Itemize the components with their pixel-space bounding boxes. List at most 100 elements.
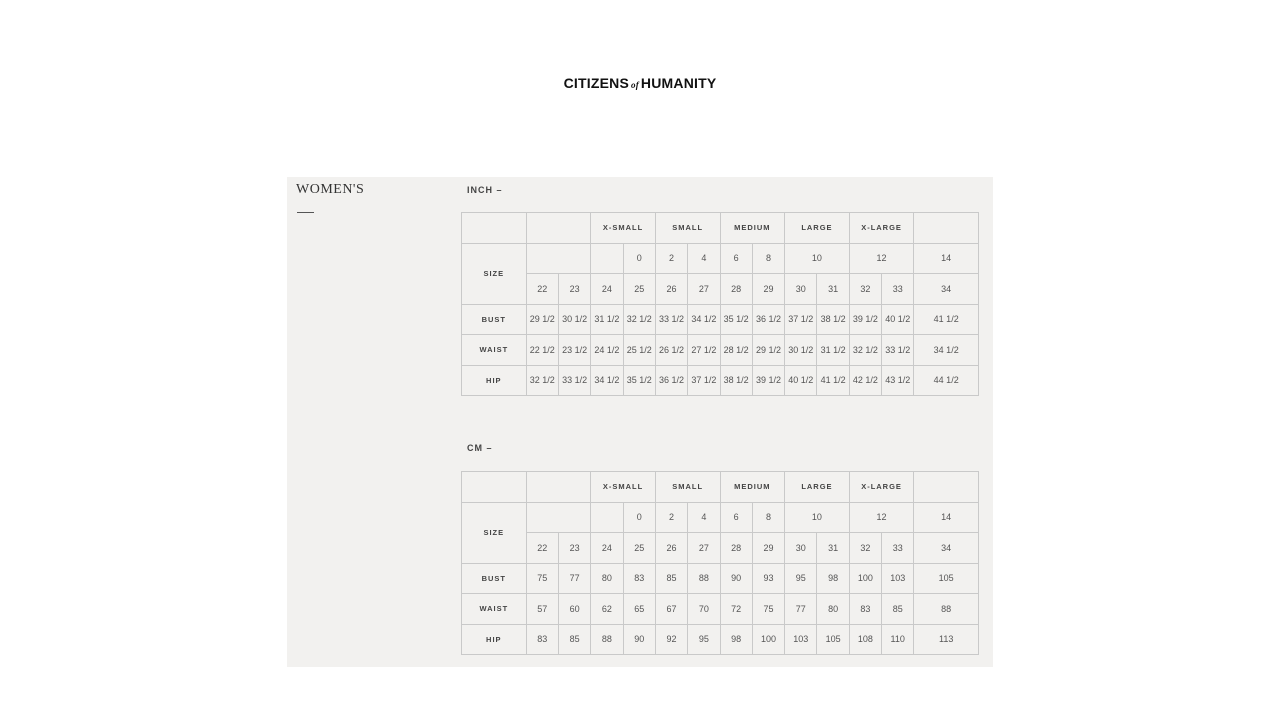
empty-cell: [461, 471, 527, 503]
waist-size-cell: 22: [525, 532, 559, 564]
measurement-cell: 25 1/2: [622, 334, 656, 366]
waist-size-cell: 34: [913, 273, 979, 305]
us-size-row: SIZE 0 2 4 6 8 10 12 14: [461, 242, 979, 305]
waist-size-cell: 28: [719, 273, 753, 305]
group-header-row: X-SMALL SMALL MEDIUM LARGE X-LARGE: [461, 471, 979, 503]
measurement-row-bust: BUST 75 77 80 83 85 88 90 93 95 98 100 103 105: [461, 562, 979, 594]
row-label: WAIST: [461, 593, 527, 625]
us-size-cell: 10: [784, 242, 850, 274]
measurement-cell: 77: [557, 562, 592, 594]
waist-size-cell: 32: [848, 532, 883, 564]
measurement-cell: 40 1/2: [784, 364, 818, 396]
measurement-cell: 80: [590, 562, 624, 594]
waist-size-cell: 32: [848, 273, 883, 305]
measurement-cell: 41 1/2: [913, 303, 979, 335]
brand-logo-of: of: [631, 80, 639, 90]
size-group-header: X-SMALL: [590, 471, 656, 503]
waist-size-cell: 31: [816, 532, 850, 564]
waist-size-cell: 29: [751, 532, 786, 564]
us-size-row: SIZE 0 2 4 6 8 10 12 14: [461, 501, 979, 564]
measurement-cell: 42 1/2: [848, 364, 883, 396]
measurement-cell: 88: [687, 562, 721, 594]
measurement-row-waist: WAIST 57 60 62 65 67 70 72 75 77 80 83 85 88: [461, 593, 979, 625]
us-size-cell: 10: [784, 501, 850, 533]
size-group-header: MEDIUM: [719, 471, 786, 503]
measurement-cell: 83: [525, 623, 559, 655]
measurement-cell: 60: [557, 593, 592, 625]
row-label: HIP: [461, 623, 527, 655]
waist-size-cell: 26: [654, 273, 689, 305]
waist-size-cell: 26: [654, 532, 689, 564]
measurement-cell: 23 1/2: [557, 334, 592, 366]
inch-unit-label: INCH –: [467, 185, 503, 195]
measurement-cell: 26 1/2: [654, 334, 689, 366]
measurement-cell: 29 1/2: [525, 303, 559, 335]
waist-size-cell: 27: [687, 532, 721, 564]
measurement-cell: 98: [816, 562, 850, 594]
size-group-header: LARGE: [784, 471, 850, 503]
measurement-cell: 98: [719, 623, 753, 655]
measurement-cell: 100: [751, 623, 786, 655]
empty-cell: [590, 242, 624, 274]
measurement-cell: 67: [654, 593, 689, 625]
size-group-header: X-SMALL: [590, 212, 656, 244]
measurement-cell: 41 1/2: [816, 364, 850, 396]
waist-size-cell: 23: [557, 532, 592, 564]
us-size-cell: 12: [848, 242, 915, 274]
measurement-cell: 65: [622, 593, 656, 625]
measurement-cell: 75: [751, 593, 786, 625]
measurement-cell: 24 1/2: [590, 334, 624, 366]
size-group-header: SMALL: [654, 471, 721, 503]
waist-size-cell: 27: [687, 273, 721, 305]
measurement-cell: 90: [719, 562, 753, 594]
measurement-cell: 37 1/2: [784, 303, 818, 335]
us-size-cell: 4: [687, 501, 721, 533]
measurement-cell: 22 1/2: [525, 334, 559, 366]
measurement-cell: 113: [913, 623, 979, 655]
waist-size-cell: 34: [913, 532, 979, 564]
size-group-header: X-LARGE: [848, 212, 915, 244]
us-size-cell: 8: [751, 501, 786, 533]
measurement-cell: 34 1/2: [687, 303, 721, 335]
measurement-cell: 33 1/2: [881, 334, 915, 366]
section-title: WOMEN'S: [296, 182, 365, 197]
waist-size-cell: 24: [590, 273, 624, 305]
empty-cell: [525, 242, 592, 274]
cm-size-table: X-SMALL SMALL MEDIUM LARGE X-LARGE SIZE 0 2 4 6 8 1…: [461, 471, 979, 655]
waist-size-cell: 33: [881, 273, 915, 305]
measurement-cell: 75: [525, 562, 559, 594]
measurement-cell: 37 1/2: [687, 364, 721, 396]
measurement-cell: 38 1/2: [719, 364, 753, 396]
measurement-cell: 36 1/2: [751, 303, 786, 335]
measurement-cell: 77: [784, 593, 818, 625]
measurement-cell: 93: [751, 562, 786, 594]
empty-cell: [525, 501, 592, 533]
measurement-cell: 29 1/2: [751, 334, 786, 366]
measurement-cell: 105: [816, 623, 850, 655]
us-size-cell: 0: [622, 501, 656, 533]
measurement-row-waist: WAIST 22 1/2 23 1/2 24 1/2 25 1/2 26 1/2 27 1/…: [461, 334, 979, 366]
us-size-cell: 2: [654, 501, 689, 533]
measurement-row-hip: HIP 83 85 88 90 92 95 98 100 103 105 108 110 113: [461, 623, 979, 655]
measurement-cell: 95: [784, 562, 818, 594]
measurement-cell: 34 1/2: [590, 364, 624, 396]
measurement-row-hip: HIP 32 1/2 33 1/2 34 1/2 35 1/2 36 1/2 37 1/2 3…: [461, 364, 979, 396]
measurement-cell: 88: [913, 593, 979, 625]
us-size-cell: 6: [719, 501, 753, 533]
measurement-cell: 95: [687, 623, 721, 655]
us-size-cell: 8: [751, 242, 786, 274]
measurement-cell: 36 1/2: [654, 364, 689, 396]
size-label: SIZE: [461, 242, 527, 305]
brand-logo-right: HUMANITY: [640, 75, 717, 91]
measurement-cell: 80: [816, 593, 850, 625]
title-divider: [297, 212, 314, 213]
measurement-cell: 32 1/2: [622, 303, 656, 335]
measurement-cell: 28 1/2: [719, 334, 753, 366]
waist-size-cell: 24: [590, 532, 624, 564]
brand-logo[interactable]: CITIZENS of HUMANITY: [559, 75, 721, 91]
measurement-cell: 92: [654, 623, 689, 655]
waist-size-row: 22 23 24 25 26 27 28 29 30 31 32 33 34: [462, 532, 979, 564]
measurement-cell: 85: [654, 562, 689, 594]
waist-size-row: 22 23 24 25 26 27 28 29 30 31 32 33 34: [462, 273, 979, 305]
size-group-header: X-LARGE: [848, 471, 915, 503]
